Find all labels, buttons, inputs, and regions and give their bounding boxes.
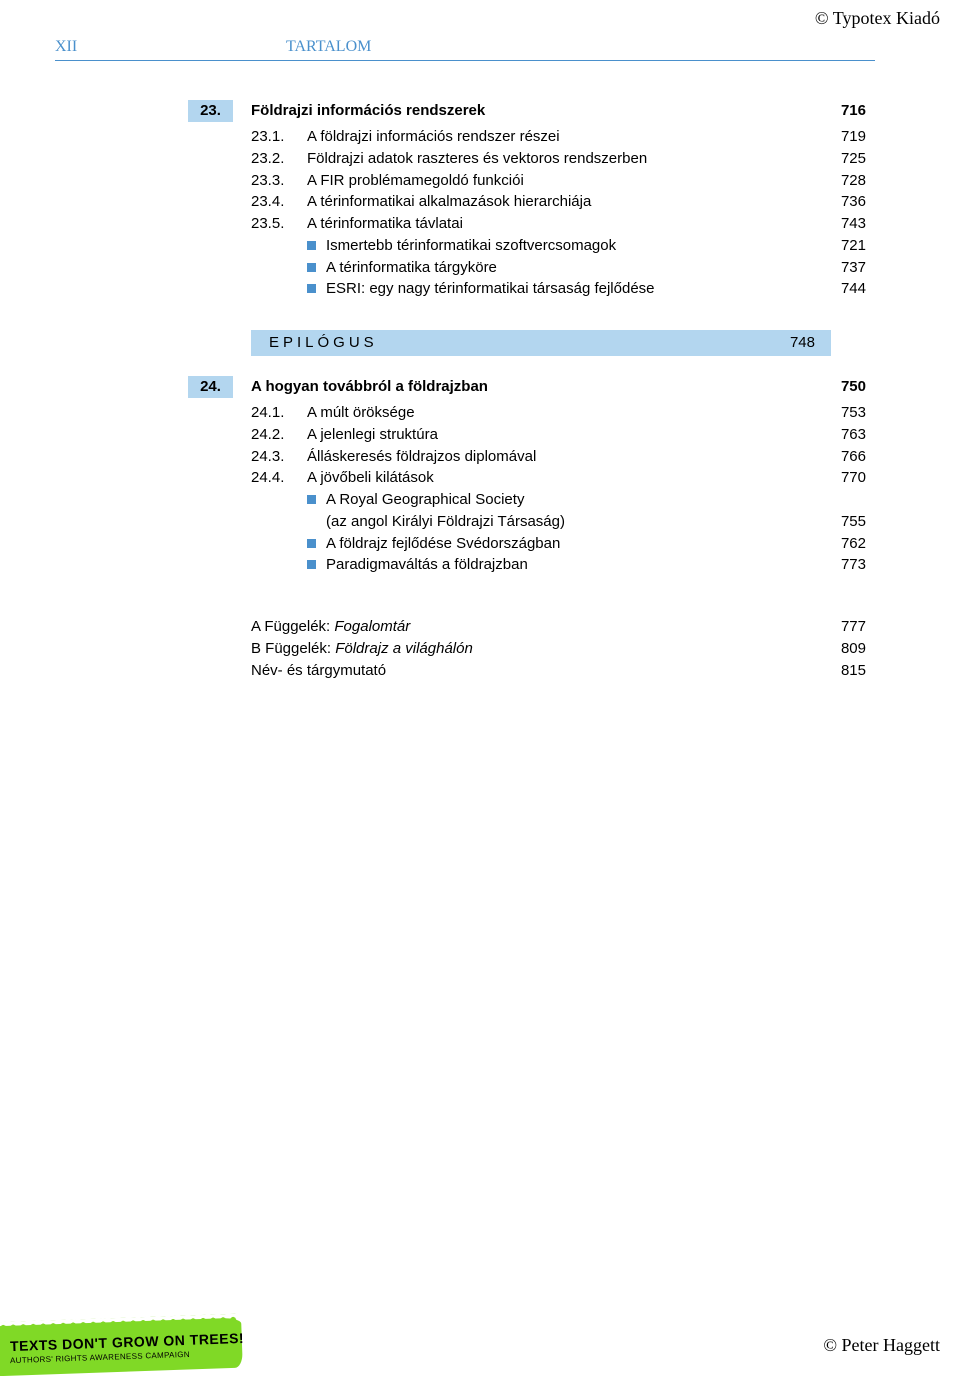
square-bullet-icon bbox=[307, 495, 316, 504]
copyright-bottom: © Peter Haggett bbox=[823, 1335, 940, 1356]
epilogus-label: EPILÓGUS bbox=[269, 330, 378, 356]
toc-page: 762 bbox=[824, 533, 874, 555]
toc-num: 24.2. bbox=[251, 424, 307, 446]
sec23-title: Földrajzi információs rendszerek bbox=[251, 100, 824, 122]
header-title: TARTALOM bbox=[286, 38, 371, 56]
toc-text: A múlt öröksége bbox=[307, 402, 824, 424]
toc-num: 23.3. bbox=[251, 170, 307, 192]
page-number-roman: XII bbox=[55, 38, 77, 56]
square-bullet-icon bbox=[307, 241, 316, 250]
toc-page: 728 bbox=[824, 170, 874, 192]
sec23-head: 23. Földrajzi információs rendszerek 716 bbox=[188, 100, 874, 122]
sec24-page: 750 bbox=[824, 376, 874, 398]
toc-row: 23.3. A FIR problémamegoldó funkciói 728 bbox=[188, 170, 874, 192]
toc-text: Ismertebb térinformatikai szoftvercsomag… bbox=[326, 235, 824, 257]
campaign-badge: TEXTS DON'T GROW ON TREES! AUTHORS' RIGH… bbox=[0, 1296, 260, 1366]
toc-page: 725 bbox=[824, 148, 874, 170]
square-bullet-icon bbox=[307, 539, 316, 548]
toc-page: 755 bbox=[824, 511, 874, 533]
toc-text: Paradigmaváltás a földrajzban bbox=[326, 554, 824, 576]
toc-text: A térinformatika tárgyköre bbox=[326, 257, 824, 279]
toc-bullet-row: ESRI: egy nagy térinformatikai társaság … bbox=[188, 278, 874, 300]
sec23-numbox: 23. bbox=[188, 100, 233, 122]
sec23-page: 716 bbox=[824, 100, 874, 122]
toc-page: 744 bbox=[824, 278, 874, 300]
toc-bullet-row: A térinformatika tárgyköre 737 bbox=[188, 257, 874, 279]
appendix-text: B Függelék: Földrajz a világhálón bbox=[251, 638, 824, 660]
toc-text: A földrajz fejlődése Svédországban bbox=[326, 533, 824, 555]
toc-bullet-row: A Royal Geographical Society bbox=[188, 489, 874, 511]
toc-page: 753 bbox=[824, 402, 874, 424]
toc-text: A földrajzi információs rendszer részei bbox=[307, 126, 824, 148]
toc-text: A térinformatika távlatai bbox=[307, 213, 824, 235]
square-bullet-icon bbox=[307, 284, 316, 293]
toc-num: 23.5. bbox=[251, 213, 307, 235]
epilogus-page: 748 bbox=[790, 330, 831, 356]
toc-page: 770 bbox=[824, 467, 874, 489]
toc-content: 23. Földrajzi információs rendszerek 716… bbox=[188, 100, 874, 681]
square-bullet-icon bbox=[307, 263, 316, 272]
toc-row: 23.5. A térinformatika távlatai 743 bbox=[188, 213, 874, 235]
toc-text: A jelenlegi struktúra bbox=[307, 424, 824, 446]
sec24-head: 24. A hogyan továbbról a földrajzban 750 bbox=[188, 376, 874, 398]
toc-num: 24.4. bbox=[251, 467, 307, 489]
toc-text: ESRI: egy nagy térinformatikai társaság … bbox=[326, 278, 824, 300]
toc-page: 763 bbox=[824, 424, 874, 446]
toc-page: 719 bbox=[824, 126, 874, 148]
toc-text: A Royal Geographical Society bbox=[326, 489, 824, 511]
toc-page: 736 bbox=[824, 191, 874, 213]
toc-row: 23.1. A földrajzi információs rendszer r… bbox=[188, 126, 874, 148]
appendix-row: A Függelék: Fogalomtár 777 bbox=[188, 616, 874, 638]
toc-text: A térinformatikai alkalmazások hierarchi… bbox=[307, 191, 824, 213]
toc-row: 24.3. Álláskeresés földrajzos diplomával… bbox=[188, 446, 874, 468]
toc-row: 24.2. A jelenlegi struktúra 763 bbox=[188, 424, 874, 446]
copyright-top: © Typotex Kiadó bbox=[815, 8, 940, 29]
header-rule bbox=[55, 60, 875, 61]
toc-row: 24.4. A jövőbeli kilátások 770 bbox=[188, 467, 874, 489]
appendix-row: Név- és tárgymutató 815 bbox=[188, 660, 874, 682]
toc-text: Földrajzi adatok raszteres és vektoros r… bbox=[307, 148, 824, 170]
toc-text: Álláskeresés földrajzos diplomával bbox=[307, 446, 824, 468]
sec24-title: A hogyan továbbról a földrajzban bbox=[251, 376, 824, 398]
toc-row: 24.1. A múlt öröksége 753 bbox=[188, 402, 874, 424]
toc-bullet-row: Paradigmaváltás a földrajzban 773 bbox=[188, 554, 874, 576]
toc-page: 743 bbox=[824, 213, 874, 235]
toc-num: 23.1. bbox=[251, 126, 307, 148]
toc-page: 721 bbox=[824, 235, 874, 257]
toc-page: 777 bbox=[824, 616, 874, 638]
toc-page: 815 bbox=[824, 660, 874, 682]
toc-text: (az angol Királyi Földrajzi Társaság) bbox=[326, 511, 824, 533]
appendix-text: Név- és tárgymutató bbox=[251, 660, 824, 682]
toc-bullet-row: A földrajz fejlődése Svédországban 762 bbox=[188, 533, 874, 555]
toc-page: 809 bbox=[824, 638, 874, 660]
appendix-text: A Függelék: Fogalomtár bbox=[251, 616, 824, 638]
toc-bullet-row: Ismertebb térinformatikai szoftvercsomag… bbox=[188, 235, 874, 257]
toc-text: A jövőbeli kilátások bbox=[307, 467, 824, 489]
toc-bullet-row-cont: (az angol Királyi Földrajzi Társaság) 75… bbox=[188, 511, 874, 533]
epilogus-box: EPILÓGUS 748 bbox=[251, 330, 831, 356]
appendix-row: B Függelék: Földrajz a világhálón 809 bbox=[188, 638, 874, 660]
sec24-numbox: 24. bbox=[188, 376, 233, 398]
toc-page: 737 bbox=[824, 257, 874, 279]
toc-text: A FIR problémamegoldó funkciói bbox=[307, 170, 824, 192]
toc-row: 23.2. Földrajzi adatok raszteres és vekt… bbox=[188, 148, 874, 170]
toc-page: 773 bbox=[824, 554, 874, 576]
toc-num: 23.4. bbox=[251, 191, 307, 213]
square-bullet-icon bbox=[307, 560, 316, 569]
toc-num: 24.1. bbox=[251, 402, 307, 424]
toc-num: 23.2. bbox=[251, 148, 307, 170]
toc-page: 766 bbox=[824, 446, 874, 468]
toc-num: 24.3. bbox=[251, 446, 307, 468]
toc-row: 23.4. A térinformatikai alkalmazások hie… bbox=[188, 191, 874, 213]
